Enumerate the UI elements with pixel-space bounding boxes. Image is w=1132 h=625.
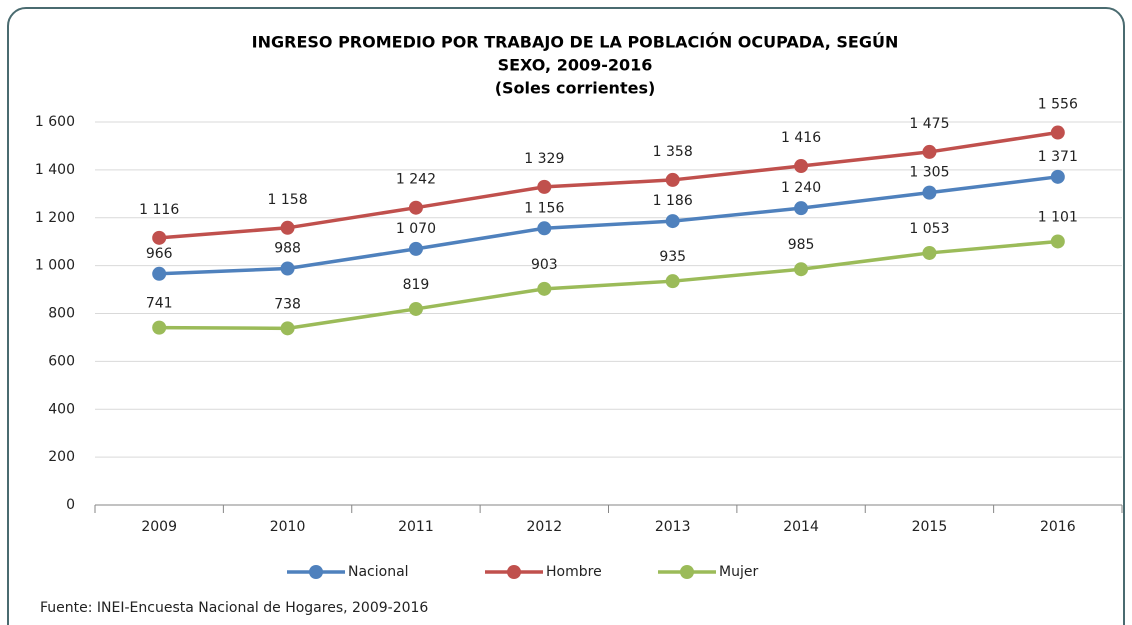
data-label: 903 (531, 257, 558, 273)
data-point (537, 179, 552, 194)
y-tick-label: 1 400 (35, 162, 75, 178)
x-tick-label: 2015 (912, 519, 948, 535)
data-label: 1 371 (1038, 149, 1078, 165)
data-label: 1 475 (909, 116, 949, 132)
y-tick-label: 600 (48, 353, 75, 369)
data-point (408, 241, 423, 256)
y-tick-label: 800 (48, 306, 75, 322)
y-tick-label: 1 600 (35, 114, 75, 130)
chart-subtitle: (Soles corrientes) (495, 79, 656, 98)
data-point (1050, 169, 1065, 184)
x-tick-label: 2009 (141, 519, 177, 535)
chart-title: INGRESO PROMEDIO POR TRABAJO DE LA POBLA… (252, 33, 899, 52)
legend-marker (680, 565, 694, 579)
data-label: 738 (274, 296, 301, 312)
x-tick-label: 2012 (526, 519, 562, 535)
data-point (537, 281, 552, 296)
data-point (794, 201, 809, 216)
data-label: 1 101 (1038, 209, 1078, 225)
data-label: 966 (146, 246, 173, 262)
x-tick-label: 2016 (1040, 519, 1076, 535)
data-point (152, 266, 167, 281)
x-tick-label: 2011 (398, 519, 434, 535)
data-point (152, 230, 167, 245)
data-label: 1 329 (524, 151, 564, 167)
data-label: 1 186 (653, 193, 693, 209)
y-tick-label: 400 (48, 401, 75, 417)
data-label: 1 158 (268, 192, 308, 208)
data-label: 1 053 (909, 221, 949, 237)
y-tick-label: 0 (66, 497, 75, 513)
legend-marker (309, 565, 323, 579)
chart-title: SEXO, 2009-2016 (498, 56, 653, 75)
legend-label: Nacional (348, 564, 409, 580)
data-label: 1 556 (1038, 97, 1078, 113)
data-point (665, 274, 680, 289)
data-label: 935 (659, 249, 686, 265)
source-note: Fuente: INEI-Encuesta Nacional de Hogare… (40, 600, 428, 616)
data-point (665, 214, 680, 229)
data-label: 1 116 (139, 202, 179, 218)
data-point (922, 144, 937, 159)
data-point (408, 301, 423, 316)
legend-marker (507, 565, 521, 579)
data-point (922, 185, 937, 200)
data-point (152, 320, 167, 335)
data-label: 1 358 (653, 144, 693, 160)
data-label: 1 416 (781, 130, 821, 146)
x-tick-label: 2010 (270, 519, 306, 535)
data-point (280, 321, 295, 336)
data-point (408, 200, 423, 215)
data-label: 741 (146, 296, 173, 312)
data-label: 985 (788, 237, 815, 253)
data-point (794, 159, 809, 174)
y-tick-label: 1 000 (35, 258, 75, 274)
data-point (922, 245, 937, 260)
data-point (537, 221, 552, 236)
data-point (1050, 234, 1065, 249)
series-line (159, 130, 1059, 240)
data-label: 1 305 (909, 165, 949, 181)
data-label: 819 (403, 277, 430, 293)
data-point (1050, 125, 1065, 140)
data-label: 988 (274, 240, 301, 256)
data-label: 1 240 (781, 180, 821, 196)
data-label: 1 156 (524, 200, 564, 216)
y-tick-label: 1 200 (35, 210, 75, 226)
y-tick-label: 200 (48, 449, 75, 465)
data-label: 1 242 (396, 172, 436, 188)
legend-label: Mujer (719, 564, 758, 580)
data-label: 1 070 (396, 221, 436, 237)
x-tick-label: 2014 (783, 519, 819, 535)
data-point (665, 172, 680, 187)
data-point (280, 261, 295, 276)
data-point (280, 220, 295, 235)
legend-label: Hombre (546, 564, 602, 580)
x-tick-label: 2013 (655, 519, 691, 535)
series-line (159, 239, 1058, 331)
data-point (794, 262, 809, 277)
series-line (159, 175, 1059, 276)
